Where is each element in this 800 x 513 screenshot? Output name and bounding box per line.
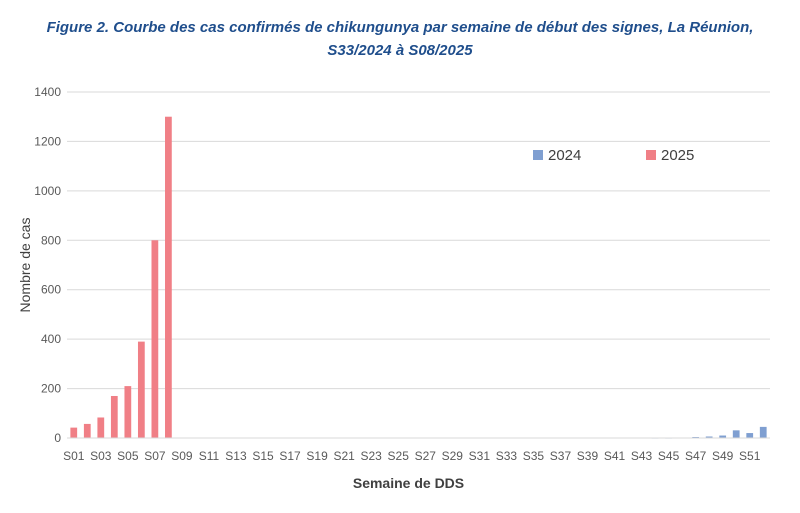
bars <box>70 116 767 439</box>
y-tick-label: 800 <box>41 233 61 247</box>
x-tick-label: S23 <box>361 449 383 463</box>
legend-label-2024: 2024 <box>548 147 581 164</box>
y-tick-label: 1400 <box>34 85 61 99</box>
y-tick-label: 400 <box>41 332 61 346</box>
x-tick-label: S13 <box>225 449 247 463</box>
x-tick-label: S05 <box>117 449 139 463</box>
bar-2024-S48 <box>705 436 713 438</box>
bar-2025-S02 <box>83 423 91 438</box>
x-tick-label: S37 <box>550 449 572 463</box>
bar-2024-S50 <box>732 430 740 438</box>
bar-2025-S06 <box>137 341 145 438</box>
bar-2025-S07 <box>151 240 159 438</box>
y-tick-label: 1200 <box>34 134 61 148</box>
y-tick-label: 0 <box>54 431 61 445</box>
chart-title-line2: S33/2024 à S08/2025 <box>327 42 473 59</box>
x-tick-label: S21 <box>333 449 355 463</box>
x-tick-label: S19 <box>306 449 328 463</box>
x-tick-label: S43 <box>631 449 653 463</box>
y-tick-label: 600 <box>41 283 61 297</box>
y-axis-ticks: 0 200 400 600 800 1000 1200 1400 <box>34 85 61 445</box>
chart-title: Figure 2. Courbe des cas confirmés de ch… <box>0 16 800 62</box>
legend-label-2025: 2025 <box>661 147 694 164</box>
x-tick-label: S47 <box>685 449 707 463</box>
x-axis-label: Semaine de DDS <box>353 475 464 491</box>
y-axis-label: Nombre de cas <box>17 218 33 313</box>
x-tick-label: S07 <box>144 449 166 463</box>
gridlines <box>67 91 770 390</box>
x-tick-label: S51 <box>739 449 761 463</box>
x-tick-label: S35 <box>523 449 545 463</box>
bar-2025-S03 <box>97 417 105 438</box>
x-tick-label: S31 <box>469 449 491 463</box>
x-tick-label: S49 <box>712 449 734 463</box>
x-tick-label: S01 <box>63 449 85 463</box>
legend-swatch-2025 <box>646 150 656 160</box>
bar-2025-S08 <box>165 116 172 438</box>
x-tick-label: S45 <box>658 449 680 463</box>
x-tick-label: S39 <box>577 449 599 463</box>
x-tick-label: S27 <box>415 449 437 463</box>
x-tick-label: S25 <box>388 449 410 463</box>
x-tick-label: S29 <box>442 449 464 463</box>
bar-2025-S05 <box>124 386 132 438</box>
x-axis-ticks: S01 S03 S05 S07 S09 S11 S13 S15 S17 S19 S21 S23 S25 S… <box>63 449 761 463</box>
bar-2025-S04 <box>110 395 118 438</box>
y-tick-label: 1000 <box>34 184 61 198</box>
chart-title-line1: Figure 2. Courbe des cas confirmés de ch… <box>46 19 754 36</box>
y-tick-label: 200 <box>41 382 61 396</box>
bar-2024-S52 <box>759 426 767 438</box>
bar-2024-S51 <box>746 433 754 438</box>
x-tick-label: S33 <box>496 449 518 463</box>
x-tick-label: S11 <box>199 449 220 463</box>
x-tick-label: S09 <box>171 449 193 463</box>
x-tick-label: S41 <box>604 449 626 463</box>
bar-2024-S49 <box>719 435 727 438</box>
x-tick-label: S15 <box>252 449 274 463</box>
x-tick-label: S17 <box>279 449 301 463</box>
legend-swatch-2024 <box>533 150 543 160</box>
x-tick-label: S03 <box>90 449 112 463</box>
legend: 2024 2025 <box>533 147 694 164</box>
bar-2025-S01 <box>70 427 78 438</box>
